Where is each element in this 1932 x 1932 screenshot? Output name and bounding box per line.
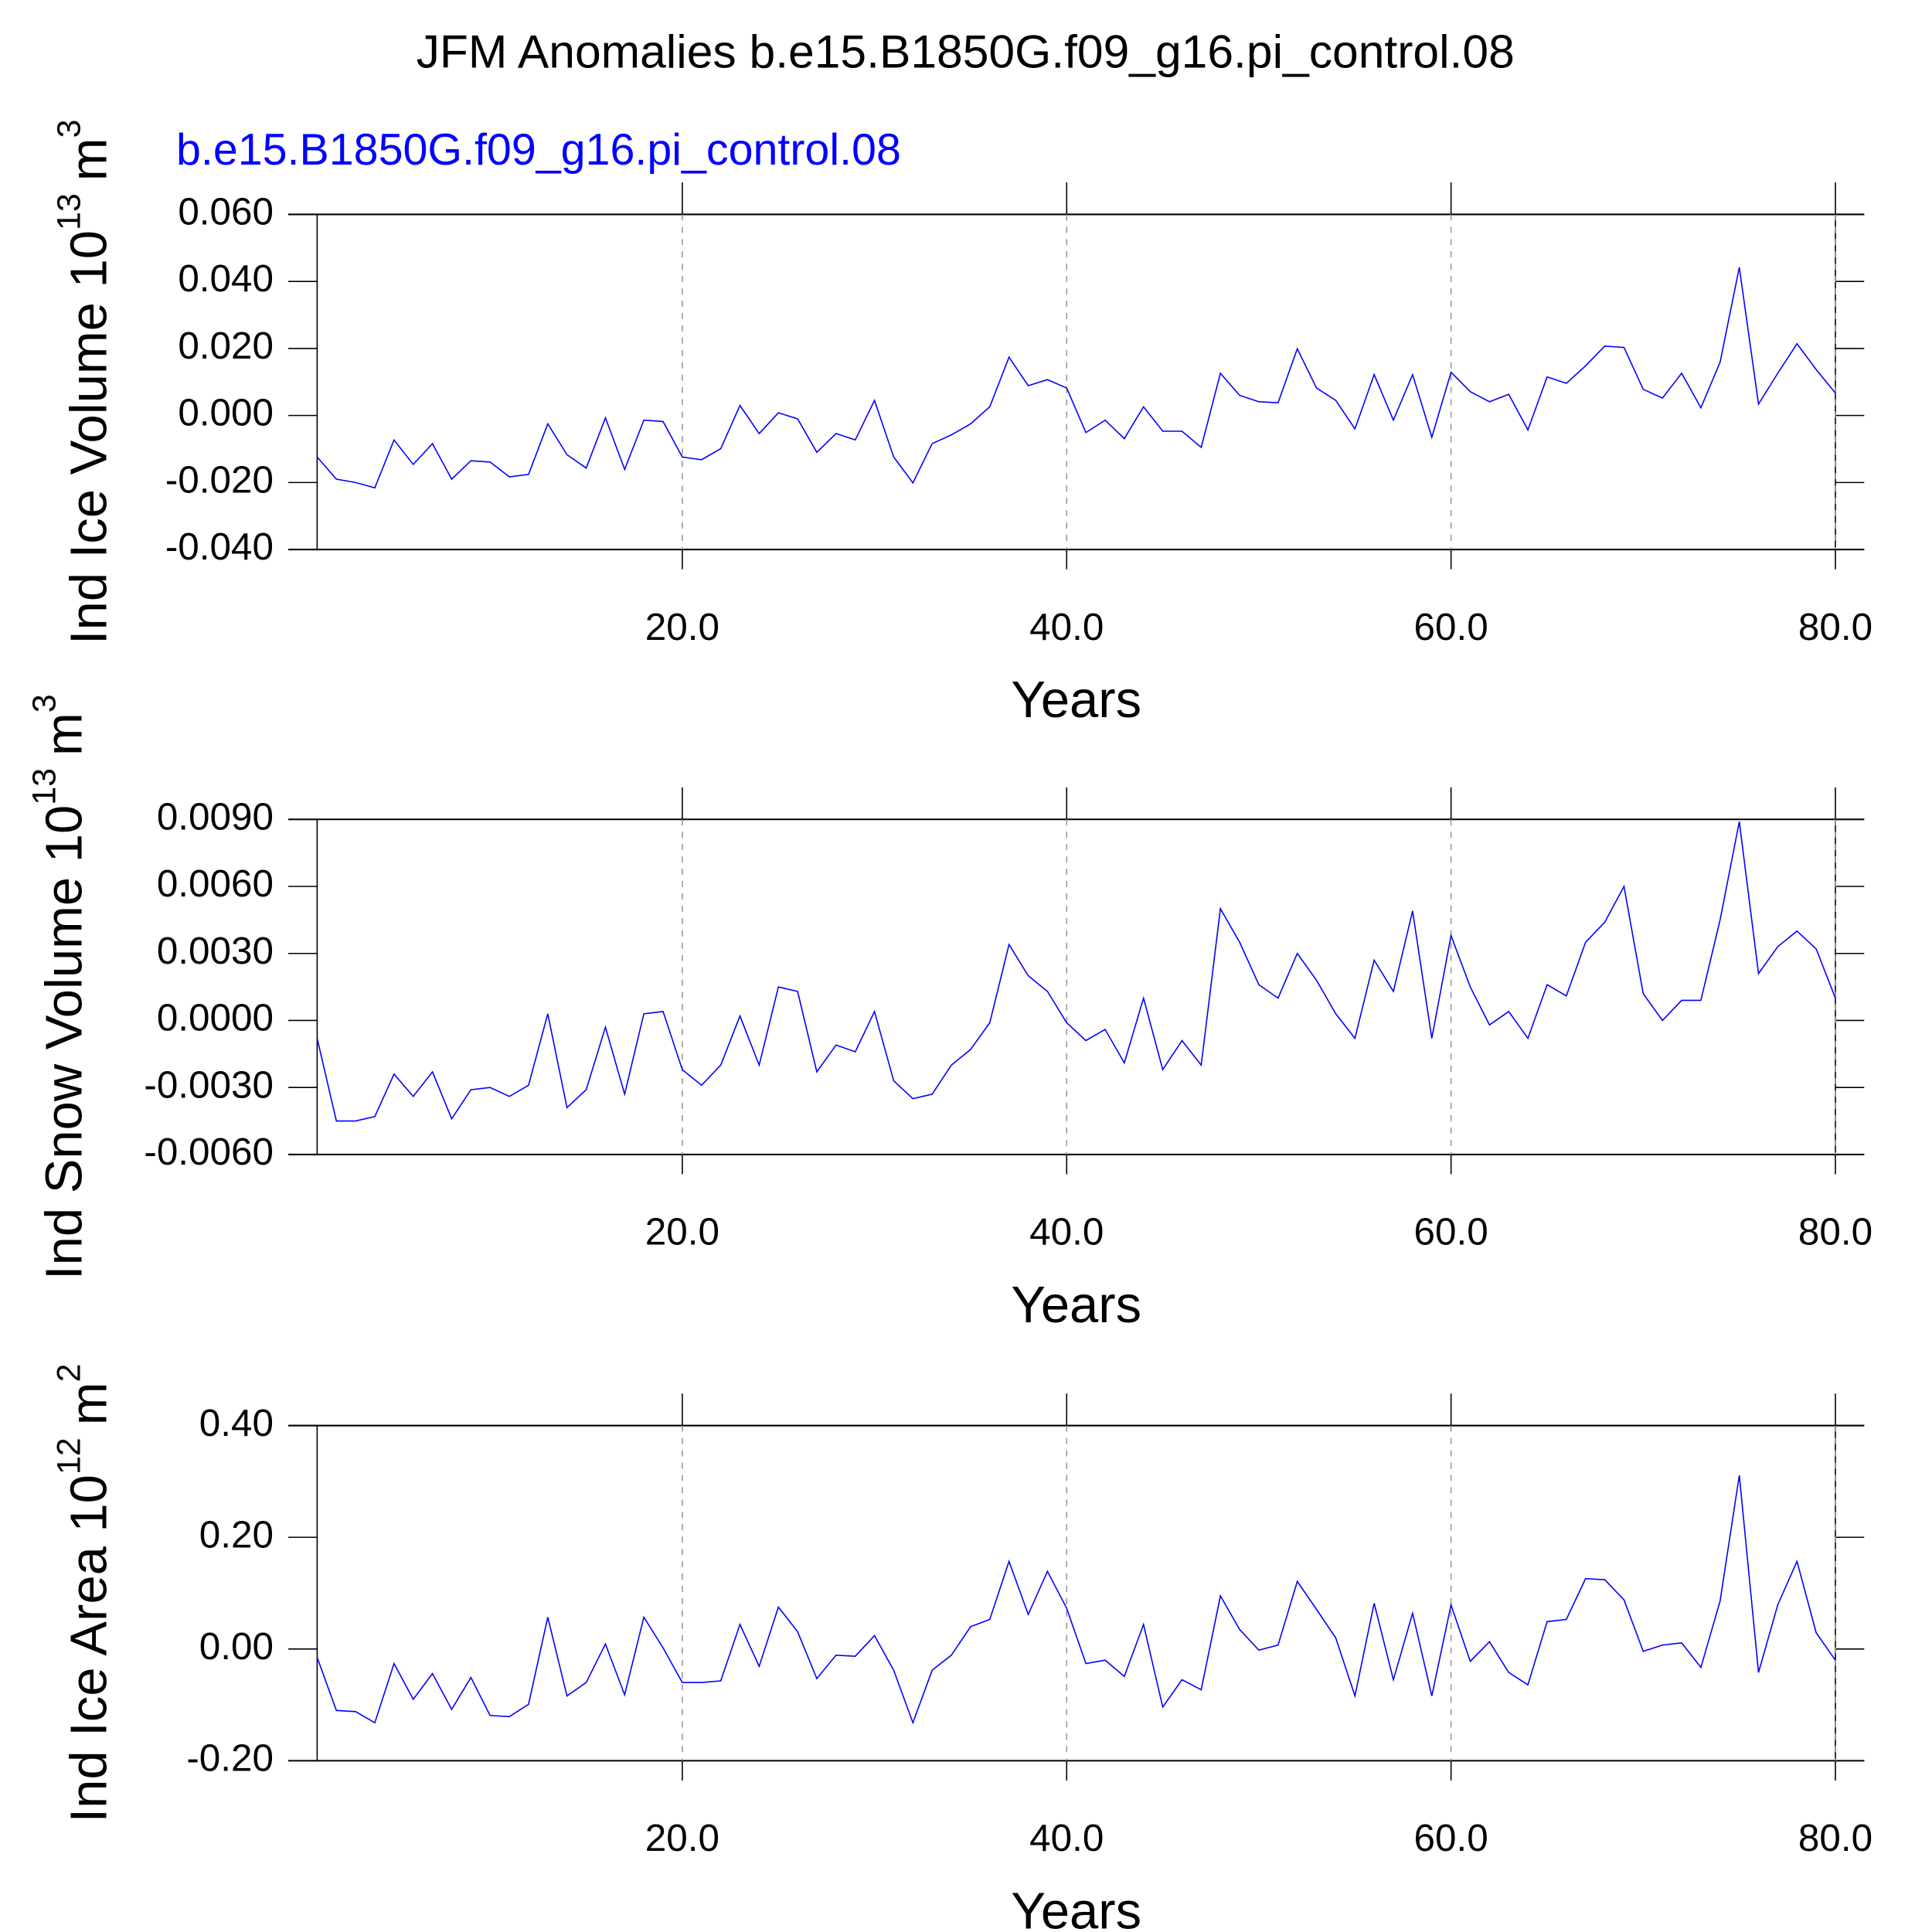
y-axis-label-unit-exponent: 3 [51, 119, 88, 138]
y-axis-label-unit-exponent: 2 [51, 1364, 88, 1383]
x-tick-label: 60.0 [1414, 1817, 1488, 1859]
x-tick-label: 60.0 [1414, 606, 1488, 648]
y-tick-label: 0.000 [178, 392, 274, 434]
y-tick-label: 0.20 [199, 1513, 274, 1556]
x-tick-label: 20.0 [645, 1817, 719, 1859]
x-tick-label: 40.0 [1029, 1817, 1104, 1859]
x-axis-label: Years [1011, 1276, 1141, 1334]
y-tick-label: -0.0060 [144, 1131, 274, 1173]
y-tick-label: -0.20 [186, 1736, 274, 1779]
y-tick-label: -0.0030 [144, 1063, 274, 1106]
x-tick-label: 20.0 [645, 606, 719, 648]
y-tick-label: 0.040 [178, 257, 274, 300]
y-tick-label: 0.00 [199, 1625, 274, 1668]
y-axis-label-unit: m [35, 713, 93, 756]
y-axis-label-unit: m [60, 138, 117, 181]
data-line [316, 821, 1836, 1122]
y-axis-label-exponent: 12 [51, 1437, 88, 1475]
y-axis-label-text: Ind Ice Volume 10 [60, 230, 117, 645]
chart-panel: 0.40 0.20 0.00 -0.20 20.0 40.0 60.0 80.0 Years In… [51, 1364, 1872, 1932]
plot-group: JFM Anomalies b.e15.B1850G.f09_g16.pi_co… [26, 26, 1872, 1932]
y-axis-label: Ind Ice Area 1012 m2 [51, 1364, 117, 1823]
data-line [316, 1475, 1836, 1725]
x-axis-label: Years [1011, 1882, 1141, 1932]
x-axis-label: Years [1011, 671, 1141, 729]
y-axis-label-unit: m [60, 1383, 117, 1426]
x-tick-label: 20.0 [645, 1211, 719, 1253]
chart-panel: 0.0090 0.0060 0.0030 0.0000 -0.0030 -0.0060 20… [26, 694, 1872, 1334]
chart-panel: JFM Anomalies b.e15.B1850G.f09_g16.pi_co… [51, 26, 1872, 729]
chart-title: JFM Anomalies b.e15.B1850G.f09_g16.pi_co… [417, 26, 1515, 78]
y-tick-label: 0.0030 [157, 930, 274, 972]
y-tick-label: 0.0060 [157, 862, 274, 905]
x-tick-label: 80.0 [1798, 1817, 1872, 1859]
x-tick-label: 40.0 [1029, 606, 1104, 648]
x-tick-label: 80.0 [1798, 606, 1872, 648]
y-axis-label-text: Ind Snow Volume 10 [35, 805, 93, 1280]
y-axis-label: Ind Snow Volume 1013 m3 [26, 694, 93, 1280]
y-tick-label: 0.0000 [157, 997, 274, 1039]
y-axis-label-exponent: 13 [51, 193, 88, 230]
x-tick-label: 40.0 [1029, 1211, 1104, 1253]
y-axis-label-exponent: 13 [26, 768, 63, 805]
y-tick-label: -0.020 [165, 458, 274, 501]
y-tick-label: 0.40 [199, 1402, 274, 1444]
y-tick-label: 0.060 [178, 190, 274, 233]
x-tick-label: 60.0 [1414, 1211, 1488, 1253]
chart-subtitle: b.e15.B1850G.f09_g16.pi_control.08 [176, 125, 901, 175]
y-tick-label: 0.020 [178, 325, 274, 367]
y-tick-label: -0.040 [165, 526, 274, 568]
y-axis-label-unit-exponent: 3 [26, 694, 63, 713]
data-line [316, 267, 1836, 489]
y-tick-label: 0.0090 [157, 795, 274, 838]
y-axis-label: Ind Ice Volume 1013 m3 [51, 119, 117, 645]
x-tick-label: 80.0 [1798, 1211, 1872, 1253]
y-axis-label-text: Ind Ice Area 10 [60, 1475, 117, 1822]
